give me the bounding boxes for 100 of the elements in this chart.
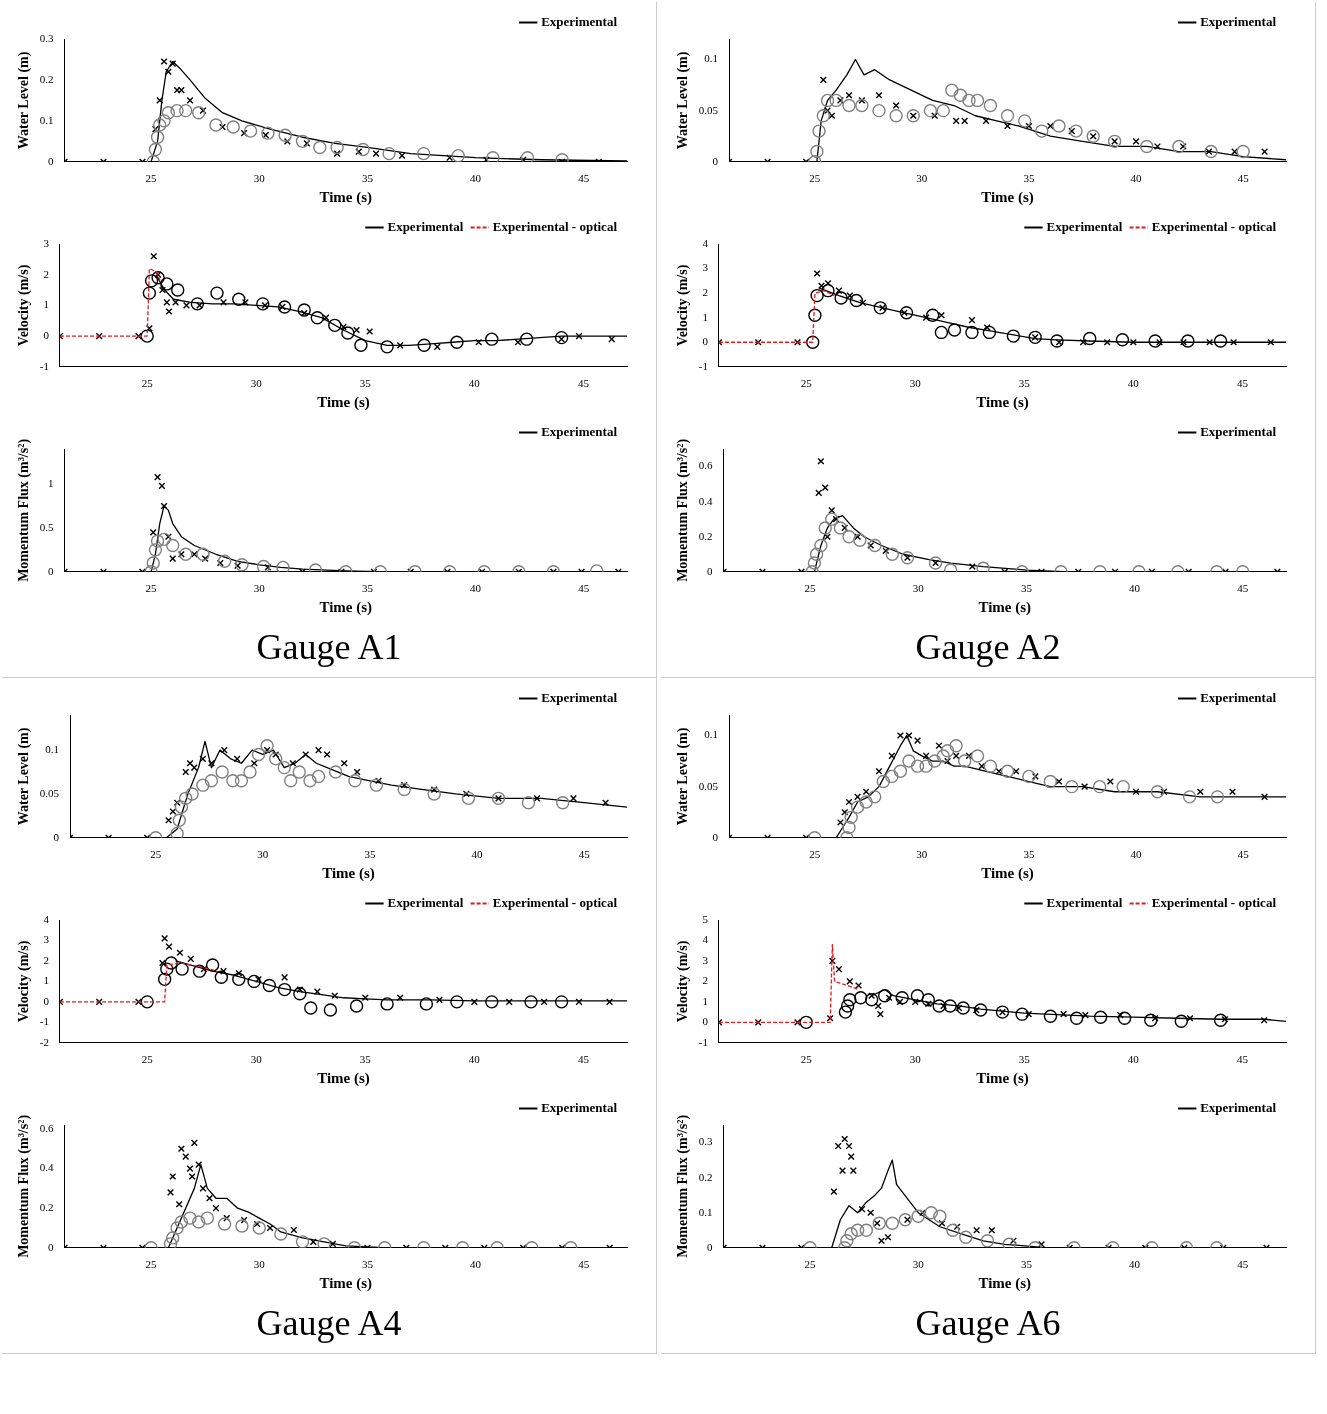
x-axis-title: Time (s)	[319, 188, 373, 206]
x-tick-label: 35	[361, 172, 374, 185]
legend-label: Experimental	[387, 218, 464, 234]
y-tick-label: 0	[48, 154, 55, 167]
y-tick-label: 1	[43, 298, 49, 311]
x-tick-label: 45	[1236, 377, 1249, 390]
y-tick-label: 1	[702, 994, 708, 1007]
y-tick-label: 0	[53, 830, 60, 843]
y-tick-label: 1	[43, 974, 49, 987]
y-tick-label: 0	[707, 1240, 714, 1253]
x-tick-label: 35	[364, 848, 376, 861]
text: Gauge A6	[914, 1302, 1062, 1345]
y-tick-label: 0	[707, 564, 714, 577]
x-tick-label: 35	[1020, 582, 1033, 595]
y-tick-label: 0.1	[704, 52, 719, 65]
y-axis-title: Velocity (m/s)	[675, 264, 692, 347]
y-axis-title: Water Level (m)	[16, 727, 33, 826]
x-tick-label: 35	[359, 1053, 372, 1066]
y-axis-title: Momentum Flux (m³/s²)	[675, 438, 692, 582]
x-axis-title: Time (s)	[317, 1069, 370, 1087]
y-tick-label: 3	[43, 933, 50, 946]
x-tick-label: 35	[361, 582, 374, 595]
y-tick-label: 5	[702, 912, 709, 925]
x-axis-title: Time (s)	[976, 393, 1029, 411]
y-tick-label: 0.2	[698, 1170, 713, 1183]
y-tick-label: 0.6	[698, 459, 714, 472]
y-tick-label: 0	[712, 830, 719, 843]
y-tick-label: 0	[48, 1240, 55, 1253]
x-tick-label: 35	[1020, 1258, 1033, 1271]
x-tick-label: 25	[800, 1053, 813, 1066]
x-tick-label: 40	[468, 377, 481, 390]
y-tick-label: 3	[702, 953, 709, 966]
x-tick-label: 45	[578, 848, 591, 861]
legend-label: Experimental - optical	[1151, 894, 1277, 910]
legend-label: Experimental	[1046, 218, 1123, 234]
x-tick-label: 25	[141, 1053, 154, 1066]
y-tick-label: 0.2	[698, 529, 713, 542]
y-tick-label: 0	[702, 1015, 709, 1028]
x-tick-label: 45	[577, 1053, 590, 1066]
legend-label: Experimental	[541, 13, 618, 29]
x-tick-label: 25	[800, 377, 813, 390]
y-tick-label: 0.4	[39, 1161, 55, 1174]
y-tick-label: 0	[702, 335, 709, 348]
x-tick-label: 45	[578, 1258, 590, 1271]
x-axis-title: Time (s)	[981, 188, 1034, 206]
y-axis-title: Velocity (m/s)	[16, 264, 33, 347]
y-tick-label: 2	[702, 974, 708, 987]
x-axis-title: Time (s)	[317, 393, 370, 411]
x-tick-label: 45	[578, 582, 590, 595]
x-tick-label: 30	[253, 172, 266, 185]
y-tick-label: 3	[43, 236, 50, 249]
y-tick-label: 2	[43, 953, 49, 966]
y-tick-label: 4	[702, 933, 709, 946]
x-tick-label: 30	[912, 1258, 925, 1271]
y-tick-label: 0.1	[698, 1205, 713, 1218]
x-axis-title: Time (s)	[976, 1069, 1029, 1087]
legend-label: Experimental - optical	[492, 218, 618, 234]
x-tick-label: 35	[1018, 1053, 1031, 1066]
x-tick-label: 25	[141, 377, 154, 390]
x-tick-label: 35	[359, 377, 372, 390]
legend-label: Experimental - optical	[1151, 218, 1277, 234]
x-tick-label: 30	[909, 1053, 922, 1066]
y-tick-label: 0.5	[39, 520, 55, 533]
x-axis-title: Time (s)	[978, 598, 1032, 616]
x-tick-label: 35	[1023, 172, 1035, 185]
y-tick-label: 0.6	[39, 1121, 55, 1134]
y-tick-label: -1	[39, 359, 49, 372]
x-tick-label: 40	[1129, 582, 1141, 595]
legend-label: Experimental	[1200, 13, 1277, 29]
x-tick-label: 30	[916, 172, 928, 185]
legend-label: Experimental	[541, 689, 618, 705]
x-tick-label: 30	[250, 377, 263, 390]
x-axis-title: Time (s)	[319, 1274, 373, 1292]
y-axis-title: Water Level (m)	[675, 727, 692, 826]
x-axis-title: Time (s)	[319, 598, 373, 616]
x-tick-label: 30	[916, 848, 928, 861]
y-axis-title: Velocity (m/s)	[675, 940, 692, 1023]
y-tick-label: 0.2	[39, 72, 54, 85]
x-tick-label: 35	[1023, 848, 1035, 861]
x-tick-label: 30	[257, 848, 269, 861]
x-tick-label: 30	[909, 377, 922, 390]
y-tick-label: 4	[43, 912, 50, 925]
legend-label: Experimental	[1200, 423, 1277, 439]
y-axis-title: Momentum Flux (m³/s²)	[16, 1114, 33, 1258]
y-tick-label: 2	[43, 267, 49, 280]
legend-label: Experimental	[1046, 894, 1123, 910]
y-tick-label: -1	[698, 1035, 708, 1048]
y-tick-label: 3	[702, 261, 709, 274]
y-tick-label: 0	[43, 328, 50, 341]
text: Gauge A4	[255, 1302, 403, 1345]
legend-label: Experimental	[387, 894, 464, 910]
y-tick-label: 0.4	[698, 494, 714, 507]
x-tick-label: 25	[804, 582, 817, 595]
y-tick-label: -1	[698, 359, 708, 372]
x-axis-title: Time (s)	[978, 1274, 1032, 1292]
x-tick-label: 40	[470, 582, 482, 595]
legend-label: Experimental	[1200, 1099, 1277, 1115]
y-tick-label: -2	[39, 1035, 49, 1048]
x-tick-label: 40	[471, 848, 484, 861]
y-tick-label: 0.3	[39, 31, 55, 44]
